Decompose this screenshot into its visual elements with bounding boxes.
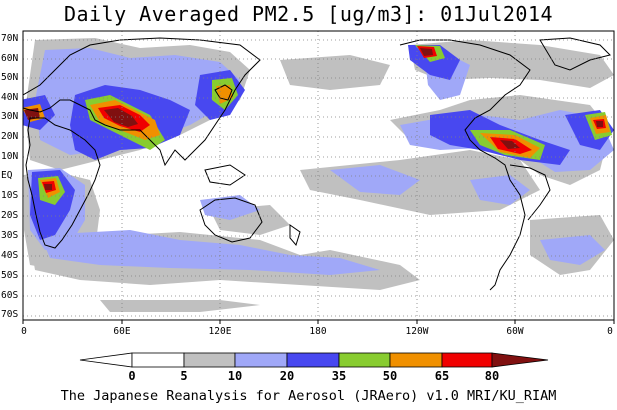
- colorbar-segment-7: [441, 352, 493, 368]
- colorbar-segment-8: [491, 352, 549, 368]
- lon-label-120w: 120W: [405, 326, 429, 337]
- lon-label-180: 180: [309, 326, 327, 337]
- map-title: Daily Averaged PM2.5 [ug/m3]: 01Jul2014: [63, 2, 554, 26]
- lon-label-0: 0: [21, 326, 27, 337]
- lat-label-30n: 30N: [1, 111, 19, 122]
- colorbar-label-50: 50: [382, 369, 398, 383]
- lat-label-70s: 70S: [1, 309, 19, 320]
- lat-label-20n: 20N: [1, 131, 19, 142]
- lat-label-10n: 10N: [1, 151, 19, 162]
- lat-label-30s: 30S: [1, 230, 19, 241]
- lon-label-60w: 60W: [506, 326, 524, 337]
- lat-label-50n: 50N: [1, 72, 19, 83]
- lat-label-eq: EQ: [1, 170, 13, 181]
- lat-label-20s: 20S: [1, 210, 19, 221]
- lat-label-50s: 50S: [1, 270, 19, 281]
- footer-credit: The Japanese Reanalysis for Aerosol (JRA…: [60, 388, 557, 404]
- coastlines: [23, 37, 611, 291]
- colorbar-segment-2: [183, 352, 236, 368]
- lon-label-120e: 120E: [208, 326, 232, 337]
- lat-label-70n: 70N: [1, 33, 19, 44]
- lat-label-60s: 60S: [1, 290, 19, 301]
- colorbar-segment-4: [286, 352, 340, 368]
- colorbar-segment-0: [79, 352, 133, 368]
- colorbar-label-0: 0: [128, 369, 136, 383]
- colorbar-segment-6: [389, 352, 443, 368]
- lon-label-0-east: 0: [607, 326, 613, 337]
- colorbar-segment-5: [338, 352, 391, 368]
- lat-label-60n: 60N: [1, 53, 19, 64]
- colorbar-label-80: 80: [484, 369, 500, 383]
- colorbar-label-35: 35: [331, 369, 347, 383]
- colorbar-label-10: 10: [227, 369, 243, 383]
- graticule: [23, 31, 614, 320]
- lat-label-10s: 10S: [1, 190, 19, 201]
- colorbar-label-65: 65: [434, 369, 450, 383]
- colorbar-label-5: 5: [180, 369, 188, 383]
- colorbar-label-20: 20: [279, 369, 295, 383]
- colorbar-segment-1: [131, 352, 185, 368]
- lat-label-40s: 40S: [1, 250, 19, 261]
- colorbar: [79, 352, 549, 368]
- colorbar-segment-3: [234, 352, 288, 368]
- lon-label-60e: 60E: [113, 326, 131, 337]
- concentration-field: [23, 31, 614, 320]
- lon-ticks: [22, 320, 615, 324]
- lat-label-40n: 40N: [1, 92, 19, 103]
